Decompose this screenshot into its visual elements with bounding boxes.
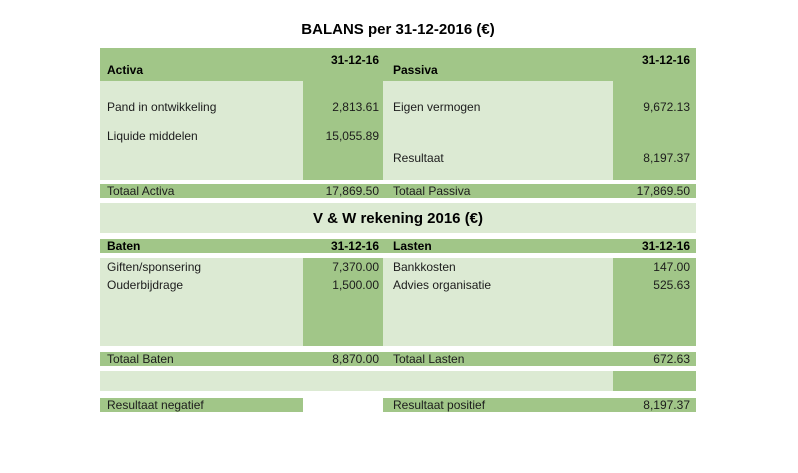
passiva-row-label: Eigen vermogen (393, 100, 481, 114)
passiva-labels-cell: Eigen vermogen Resultaat (383, 81, 613, 180)
passiva-date-header: 31-12-16 (641, 53, 690, 67)
totaal-lasten-value-cell: 672.63 (613, 351, 696, 366)
totaal-passiva-label-cell: Totaal Passiva (383, 183, 613, 198)
passiva-row-value: 8,197.37 (643, 151, 690, 165)
balans-header-row: Activa 31-12-16 Passiva 31-12-16 (100, 48, 696, 81)
row-separator (100, 233, 696, 235)
balans-section-title: BALANS per 31-12-2016 (€) (301, 21, 495, 38)
lasten-date-header: 31-12-16 (641, 238, 690, 253)
baten-date-header: 31-12-16 (330, 238, 379, 253)
spacer-cell (383, 371, 613, 391)
financial-sheet: Activa 31-12-16 Passiva 31-12-16 Pand in… (100, 48, 696, 416)
vw-resultaat-row: Resultaat negatief Resultaat positief 8,… (100, 393, 696, 416)
balans-total-row: Totaal Activa 17,869.50 Totaal Passiva 1… (100, 180, 696, 201)
row-separator (100, 256, 696, 258)
totaal-lasten-label-cell: Totaal Lasten (383, 351, 613, 366)
spacer-value-cell (613, 371, 696, 391)
resultaat-positief-label: Resultaat positief (393, 397, 486, 412)
lasten-header-cell: Lasten (383, 238, 613, 253)
totaal-baten-label: Totaal Baten (107, 351, 174, 366)
activa-row-label: Liquide middelen (107, 129, 198, 143)
totaal-lasten-label: Totaal Lasten (393, 351, 465, 366)
lasten-row-label: Advies organisatie (393, 278, 492, 292)
resultaat-negatief-label: Resultaat negatief (107, 397, 204, 412)
totaal-activa-label: Totaal Activa (107, 183, 175, 198)
baten-header-label: Baten (107, 238, 141, 253)
lasten-date-header-cell: 31-12-16 (613, 238, 696, 253)
passiva-row-label: Resultaat (393, 151, 444, 165)
vw-total-row: Totaal Baten 8,870.00 Totaal Lasten 672.… (100, 348, 696, 369)
vw-spacer-row (100, 371, 696, 391)
passiva-values-cell: 9,672.13 8,197.37 (613, 81, 696, 180)
activa-row-value: 2,813.61 (332, 100, 379, 114)
lasten-row-value: 147.00 (653, 260, 690, 274)
vw-section-title: V & W rekening 2016 (€) (100, 203, 696, 233)
activa-row-label: Pand in ontwikkeling (107, 100, 217, 114)
vw-header-row: Baten 31-12-16 Lasten 31-12-16 (100, 235, 696, 256)
row-separator (100, 391, 696, 393)
baten-values-cell: 7,370.00 1,500.00 (303, 258, 383, 346)
activa-values-cell: 2,813.61 15,055.89 (303, 81, 383, 180)
row-separator (100, 201, 696, 203)
lasten-row-value: 525.63 (653, 278, 690, 292)
resultaat-positief-value-cell: 8,197.37 (613, 397, 696, 412)
baten-row-label: Giften/sponsering (107, 260, 202, 274)
lasten-header-label: Lasten (393, 238, 432, 253)
passiva-header-cell: Passiva (383, 48, 613, 81)
totaal-baten-value-cell: 8,870.00 (303, 351, 383, 366)
activa-labels-cell: Pand in ontwikkeling Liquide middelen (100, 81, 303, 180)
baten-row-value: 7,370.00 (332, 260, 379, 274)
totaal-baten-label-cell: Totaal Baten (100, 351, 303, 366)
lasten-values-cell: 147.00 525.63 (613, 258, 696, 346)
totaal-activa-value: 17,869.50 (325, 183, 379, 198)
activa-header-cell: Activa (100, 48, 303, 81)
row-separator (100, 369, 696, 371)
spacer-cell (100, 371, 303, 391)
activa-row-value: 15,055.89 (325, 129, 379, 143)
row-separator (100, 346, 696, 348)
resultaat-positief-label-cell: Resultaat positief (383, 397, 613, 412)
vw-body: Giften/sponsering Ouderbijdrage 7,370.00… (100, 258, 696, 346)
baten-row-value: 1,500.00 (332, 278, 379, 292)
lasten-labels-cell: Bankkosten Advies organisatie (383, 258, 613, 346)
totaal-baten-value: 8,870.00 (332, 351, 379, 366)
passiva-date-header-cell: 31-12-16 (613, 48, 696, 81)
resultaat-positief-value: 8,197.37 (643, 397, 690, 412)
totaal-passiva-label: Totaal Passiva (393, 183, 471, 198)
activa-header-label: Activa (107, 63, 144, 77)
totaal-passiva-value: 17,869.50 (636, 183, 690, 198)
totaal-passiva-value-cell: 17,869.50 (613, 183, 696, 198)
spacer-cell (303, 371, 383, 391)
lasten-row-label: Bankkosten (393, 260, 456, 274)
resultaat-negatief-label-cell: Resultaat negatief (100, 397, 303, 412)
passiva-header-label: Passiva (393, 63, 438, 77)
passiva-row-value: 9,672.13 (643, 100, 690, 114)
totaal-lasten-value: 672.63 (653, 351, 690, 366)
activa-date-header-cell: 31-12-16 (303, 48, 383, 81)
baten-date-header-cell: 31-12-16 (303, 238, 383, 253)
balans-body: Pand in ontwikkeling Liquide middelen 2,… (100, 81, 696, 180)
totaal-activa-label-cell: Totaal Activa (100, 183, 303, 198)
baten-header-cell: Baten (100, 238, 303, 253)
baten-row-label: Ouderbijdrage (107, 278, 184, 292)
totaal-activa-value-cell: 17,869.50 (303, 183, 383, 198)
baten-labels-cell: Giften/sponsering Ouderbijdrage (100, 258, 303, 346)
activa-date-header: 31-12-16 (330, 53, 379, 67)
